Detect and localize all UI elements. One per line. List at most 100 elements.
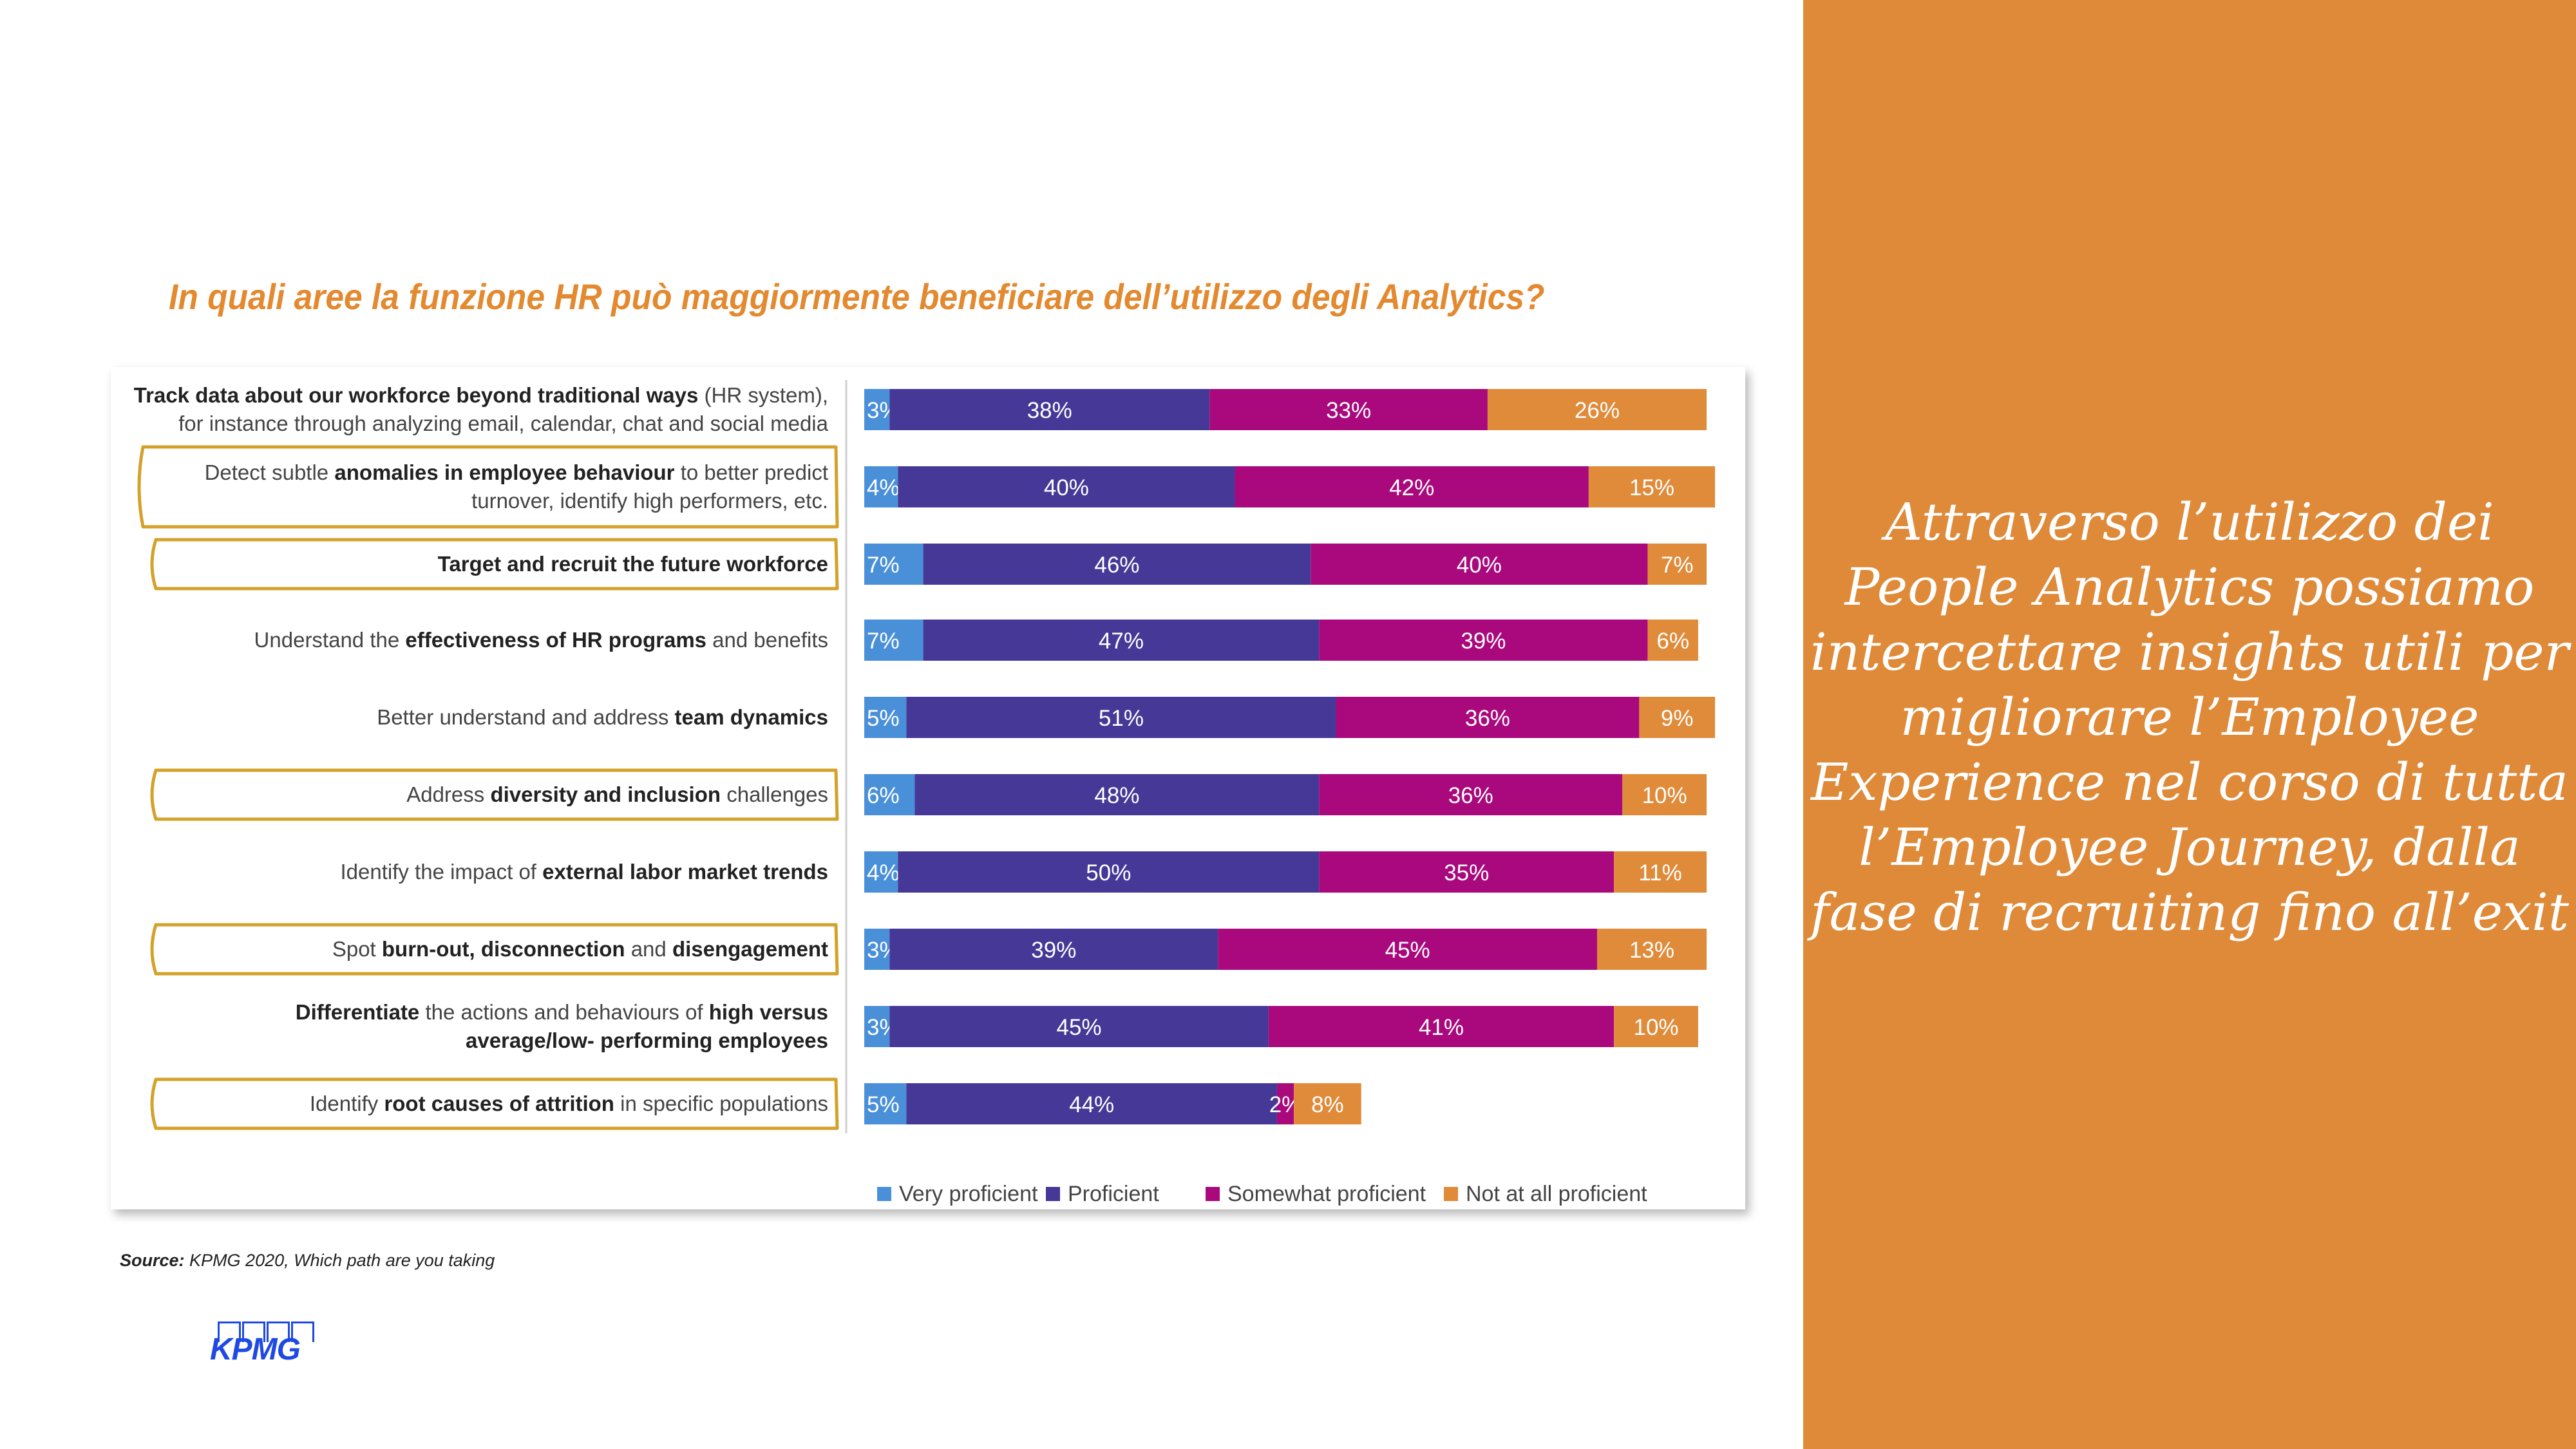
- kpmg-logo-boxes-icon: [218, 1321, 314, 1342]
- panel-text: Attraverso l’utilizzo dei People Analyti…: [1810, 492, 2569, 942]
- data-label: 33%: [1326, 398, 1371, 423]
- data-label: 8%: [1311, 1092, 1344, 1117]
- data-label: 7%: [867, 553, 900, 578]
- bar-segment: [864, 851, 898, 893]
- bar-segment: [1639, 697, 1716, 738]
- legend-label: Not at all proficient: [1466, 1182, 1647, 1206]
- source-label: Source:: [120, 1251, 185, 1270]
- bar-segment: [1487, 389, 1707, 430]
- data-label: 6%: [1656, 629, 1689, 654]
- data-label: 48%: [1094, 783, 1139, 808]
- data-label: 46%: [1094, 553, 1139, 578]
- data-label: 4%: [867, 475, 900, 500]
- bar-segment: [1596, 929, 1707, 970]
- bar-segment: [1235, 466, 1589, 507]
- bar-segment: [889, 929, 1218, 970]
- data-label: 41%: [1419, 1015, 1464, 1040]
- bar-segment: [1622, 774, 1707, 815]
- bar-segment: [1336, 697, 1640, 738]
- data-label: 45%: [1385, 938, 1430, 963]
- bar-segment: [864, 1006, 890, 1047]
- stacked-bar-chart: Track data about our workforce beyond tr…: [134, 380, 1716, 1206]
- data-label: 51%: [1099, 706, 1144, 731]
- data-label: 39%: [1031, 938, 1076, 963]
- category-label: Spot burn-out, disconnection and disenga…: [332, 937, 828, 961]
- highlight-box: [137, 445, 839, 529]
- data-label: 47%: [1099, 629, 1144, 654]
- highlight-box: [150, 768, 839, 821]
- source-line: Source: KPMG 2020, Which path are you ta…: [120, 1251, 495, 1271]
- data-label: 7%: [1661, 553, 1694, 578]
- bar-segment: [864, 774, 915, 815]
- slide-title: In quali aree la funzione HR può maggior…: [169, 276, 1545, 317]
- data-label: 5%: [867, 706, 900, 731]
- source-text: KPMG 2020, Which path are you taking: [189, 1251, 495, 1270]
- data-label: 40%: [1457, 553, 1502, 578]
- bar-segment: [1614, 1006, 1698, 1047]
- category-label: Identify root causes of attrition in spe…: [310, 1092, 828, 1115]
- highlight-box: [150, 538, 839, 591]
- legend-label: Somewhat proficient: [1227, 1182, 1426, 1206]
- kpmg-logo: KPMG: [210, 1321, 314, 1367]
- bar-segment: [1294, 1083, 1361, 1124]
- bar-segment: [906, 697, 1336, 738]
- category-label: Understand the effectiveness of HR progr…: [254, 628, 828, 652]
- data-label: 35%: [1444, 860, 1489, 886]
- data-label: 26%: [1575, 398, 1620, 423]
- bar-segment: [1218, 929, 1597, 970]
- legend-label: Proficient: [1068, 1182, 1159, 1206]
- bar-segment: [1647, 544, 1707, 585]
- data-label: 50%: [1086, 860, 1131, 886]
- bar-segment: [923, 620, 1320, 661]
- category-label: Differentiate the actions and behaviours…: [296, 1000, 828, 1052]
- data-label: 36%: [1448, 783, 1493, 808]
- bar-segment: [1276, 1083, 1294, 1124]
- data-label: 9%: [1661, 706, 1694, 731]
- legend-swatch: [1046, 1187, 1060, 1201]
- bar-segment: [864, 929, 890, 970]
- bar-segment: [889, 389, 1210, 430]
- bar-segment: [898, 466, 1235, 507]
- data-label: 42%: [1389, 475, 1434, 500]
- data-label: 7%: [867, 629, 900, 654]
- bar-segment: [1319, 774, 1623, 815]
- category-label: Detect subtle anomalies in employee beha…: [205, 460, 828, 513]
- category-label: Target and recruit the future workforce: [438, 552, 828, 576]
- bar-segment: [864, 620, 923, 661]
- kpmg-logo-text: KPMG: [210, 1332, 301, 1367]
- data-label: 39%: [1461, 629, 1506, 654]
- bar-segment: [864, 389, 890, 430]
- data-label: 15%: [1629, 475, 1674, 500]
- bar-segment: [1588, 466, 1716, 507]
- bar-segment: [864, 466, 898, 507]
- right-panel: Attraverso l’utilizzo dei People Analyti…: [1803, 0, 2576, 1449]
- data-label: 44%: [1069, 1092, 1114, 1117]
- data-label: 38%: [1027, 398, 1072, 423]
- data-label: 45%: [1057, 1015, 1102, 1040]
- bar-segment: [1647, 620, 1698, 661]
- bar-segment: [889, 1006, 1269, 1047]
- category-label: Track data about our workforce beyond tr…: [134, 383, 829, 435]
- category-label: Address diversity and inclusion challeng…: [406, 782, 828, 806]
- data-label: 4%: [867, 860, 900, 886]
- highlight-box: [150, 923, 839, 976]
- bar-segment: [864, 697, 907, 738]
- data-label: 10%: [1642, 783, 1687, 808]
- bar-segment: [1319, 851, 1615, 893]
- data-label: 40%: [1044, 475, 1089, 500]
- legend-swatch: [1444, 1187, 1458, 1201]
- bar-segment: [1614, 851, 1707, 893]
- bar-segment: [898, 851, 1320, 893]
- data-label: 13%: [1629, 938, 1674, 963]
- category-label: Identify the impact of external labor ma…: [340, 860, 828, 884]
- data-label: 36%: [1465, 706, 1510, 731]
- data-label: 5%: [867, 1092, 900, 1117]
- chart-card: Track data about our workforce beyond tr…: [111, 367, 1745, 1209]
- bar-segment: [1311, 544, 1648, 585]
- bar-segment: [914, 774, 1320, 815]
- category-label: Better understand and address team dynam…: [377, 705, 828, 729]
- data-label: 6%: [867, 783, 900, 808]
- bar-segment: [864, 1083, 907, 1124]
- legend-swatch: [1206, 1187, 1220, 1201]
- bar-segment: [1209, 389, 1488, 430]
